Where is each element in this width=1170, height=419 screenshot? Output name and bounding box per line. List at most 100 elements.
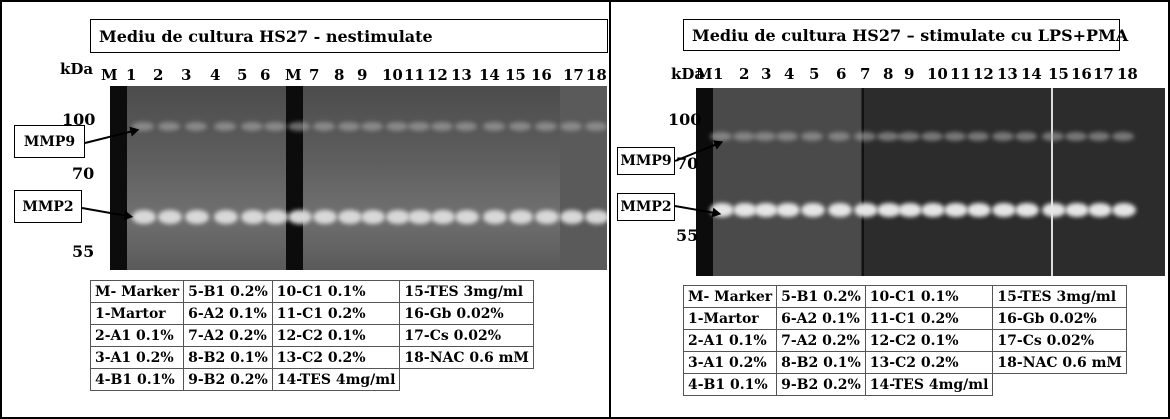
- mmp9-band: [185, 122, 207, 131]
- left-lane-label: 6: [260, 66, 271, 84]
- legend-cell: 17-Cs 0.02%: [992, 329, 1127, 352]
- right-lane-label: 11: [950, 65, 971, 83]
- right-lane-label: 14: [1021, 65, 1042, 83]
- mmp2-band: [585, 210, 607, 224]
- right-legend-table: M- Marker 5-B1 0.2% 10-C1 0.1% 15-TES 3mg/m…: [682, 285, 1127, 396]
- mmp2-band: [313, 210, 337, 224]
- right-title: Mediu de cultura HS27 – stimulate cu LPS…: [683, 19, 1128, 51]
- left-mmp9-label: MMP9: [14, 125, 85, 158]
- left-lane-label: 12: [427, 66, 448, 84]
- left-lane-label: 1: [126, 66, 137, 84]
- right-kda-label: kDa: [671, 65, 705, 83]
- mmp2-band: [132, 210, 156, 224]
- legend-cell: [993, 374, 1127, 396]
- mmp9-band: [921, 132, 943, 141]
- mmp2-band: [264, 210, 288, 224]
- legend-cell: 1-Martor: [682, 307, 778, 330]
- mmp9-band: [408, 122, 430, 131]
- marker-lane: [286, 86, 303, 270]
- legend-cell: 9-B2 0.2%: [776, 373, 866, 396]
- mmp2-band: [509, 210, 533, 224]
- legend-cell: 2-A1 0.1%: [89, 324, 185, 347]
- mmp2-band: [1065, 203, 1089, 217]
- mmp2-band: [992, 203, 1016, 217]
- mmp2-band: [898, 203, 922, 217]
- left-lane-label: 2: [153, 66, 164, 84]
- mmp9-band: [776, 132, 798, 141]
- right-lane-label: 17: [1093, 65, 1114, 83]
- legend-row: M- Marker 5-B1 0.2% 10-C1 0.1% 15-TES 3mg/m…: [89, 280, 534, 303]
- mmp9-band: [431, 122, 453, 131]
- mmp2-band: [1042, 203, 1066, 217]
- legend-cell: 13-C2 0.2%: [271, 346, 401, 369]
- mmp2-band: [1112, 203, 1136, 217]
- legend-cell: 13-C2 0.2%: [864, 351, 994, 374]
- gel-section: [1051, 88, 1053, 276]
- mmp9-band: [132, 122, 154, 131]
- gel-section: [696, 88, 861, 276]
- mmp2-band: [754, 203, 778, 217]
- left-lane-label: 9: [357, 66, 368, 84]
- mmp9-band: [877, 132, 899, 141]
- left-kda-label: kDa: [60, 60, 94, 78]
- mmp2-band: [944, 203, 968, 217]
- mmp9-band: [313, 122, 335, 131]
- left-lane-label: 11: [404, 66, 425, 84]
- legend-row: 3-A1 0.2% 8-B2 0.1% 13-C2 0.2% 18-NAC 0.6 m…: [89, 346, 534, 369]
- mmp2-band: [535, 210, 559, 224]
- mmp9-band: [801, 132, 823, 141]
- mmp2-band: [733, 203, 757, 217]
- mmp2-band: [361, 210, 385, 224]
- left-lane-label: 3: [181, 66, 192, 84]
- mmp9-band: [288, 122, 310, 131]
- legend-cell: 3-A1 0.2%: [89, 346, 185, 369]
- mmp2-band: [776, 203, 800, 217]
- left-title: Mediu de cultura HS27 - nestimulate: [90, 19, 608, 53]
- left-mmp2-label: MMP2: [14, 190, 82, 223]
- legend-cell: 17-Cs 0.02%: [399, 324, 534, 347]
- right-lane-label: 9: [904, 65, 915, 83]
- right-lane-label: 10: [927, 65, 948, 83]
- right-panel: Mediu de cultura HS27 – stimulate cu LPS…: [609, 0, 1170, 419]
- mmp2-band: [854, 203, 878, 217]
- legend-row: 4-B1 0.1% 9-B2 0.2% 14-TES 4mg/ml: [89, 368, 534, 391]
- mmp9-band: [158, 122, 180, 131]
- mmp2-band: [877, 203, 901, 217]
- mmp9-band: [1065, 132, 1087, 141]
- legend-cell: 5-B1 0.2%: [183, 280, 273, 303]
- mmp9-band: [455, 122, 477, 131]
- left-lane-label: 18: [586, 66, 607, 84]
- left-lane-label: M: [285, 66, 302, 84]
- mmp9-band: [1042, 132, 1064, 141]
- legend-cell: 8-B2 0.1%: [183, 346, 273, 369]
- right-marker-value: 100: [668, 110, 702, 129]
- mmp2-band: [483, 210, 507, 224]
- legend-cell: 6-A2 0.1%: [776, 307, 866, 330]
- legend-cell: 7-A2 0.2%: [183, 324, 273, 347]
- left-lane-label: 16: [531, 66, 552, 84]
- right-lane-label: 18: [1117, 65, 1138, 83]
- marker-lane: [696, 88, 713, 276]
- left-lane-label: 5: [237, 66, 248, 84]
- mmp9-band: [1112, 132, 1134, 141]
- mmp2-band: [386, 210, 410, 224]
- mmp9-band: [264, 122, 286, 131]
- legend-cell: 11-C1 0.2%: [271, 302, 401, 325]
- mmp9-band: [241, 122, 263, 131]
- right-lane-label: 7: [860, 65, 871, 83]
- mmp9-band: [509, 122, 531, 131]
- left-gel-image: [110, 86, 607, 270]
- legend-row: 2-A1 0.1% 7-A2 0.2% 12-C2 0.1% 17-Cs 0.02%: [89, 324, 534, 347]
- left-lane-label: M: [101, 66, 118, 84]
- mmp9-band: [338, 122, 360, 131]
- mmp2-band: [801, 203, 825, 217]
- legend-row: 1-Martor 6-A2 0.1% 11-C1 0.2% 16-Gb 0.02%: [89, 302, 534, 325]
- left-lane-label: 4: [210, 66, 221, 84]
- left-lane-label: 8: [334, 66, 345, 84]
- mmp2-band: [288, 210, 312, 224]
- mmp9-band: [535, 122, 557, 131]
- legend-cell: 6-A2 0.1%: [183, 302, 273, 325]
- right-lane-label: 8: [883, 65, 894, 83]
- legend-row: 1-Martor 6-A2 0.1% 11-C1 0.2% 16-Gb 0.02%: [682, 307, 1127, 330]
- right-mmp2-label: MMP2: [617, 193, 675, 221]
